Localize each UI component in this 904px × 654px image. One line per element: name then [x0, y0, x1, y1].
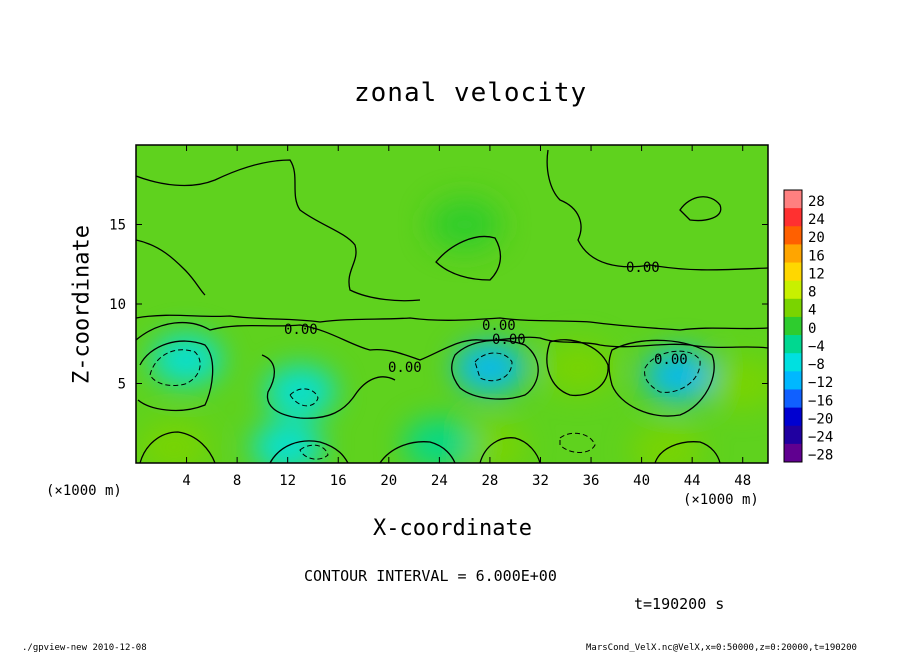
contour-labels: 0.000.000.000.000.000.00	[284, 260, 688, 376]
colorbar: 28 24 20 16 12 8 4 0 −4 −8 −12 −16 −20 −24 −28	[783, 189, 833, 464]
contour-label: 0.00	[284, 322, 318, 338]
colorbar-swatch	[784, 244, 802, 264]
colorbar-swatch	[784, 371, 802, 390]
x-tick-label: 24	[431, 473, 448, 489]
colorbar-swatch	[784, 280, 802, 300]
x-axis-label: X-coordinate	[373, 516, 532, 541]
colorbar-swatch	[784, 335, 802, 354]
y-axis: 5 10 15	[109, 218, 768, 393]
colorbar-label: −24	[808, 430, 833, 446]
colorbar-label: −4	[808, 339, 825, 355]
y-axis-label: Z-coordinate	[69, 225, 95, 384]
y-tick-label: 5	[118, 377, 126, 393]
colorbar-label: 8	[808, 285, 816, 301]
field-feature-7	[630, 424, 703, 463]
colorbar-swatch	[784, 208, 802, 227]
x-tick-label: 36	[583, 473, 600, 489]
colorbar-swatch	[784, 190, 802, 209]
x-tick-label: 4	[182, 473, 190, 489]
colorbar-swatch	[784, 316, 802, 336]
plot-background	[136, 145, 768, 463]
contour-label: 0.00	[626, 260, 660, 276]
colorbar-swatch	[784, 407, 802, 427]
x-tick-label: 48	[734, 473, 751, 489]
colorbar-label: −8	[808, 357, 825, 373]
x-tick-label: 20	[380, 473, 397, 489]
field-feature-4	[643, 349, 716, 402]
contour-interval-text: CONTOUR INTERVAL = 6.000E+00	[304, 567, 557, 585]
time-text: t=190200 s	[634, 595, 725, 613]
colorbar-label: −20	[808, 411, 833, 427]
colorbar-label: 12	[808, 266, 825, 282]
velocity-field	[137, 198, 768, 463]
colorbar-label: −12	[808, 375, 833, 391]
colorbar-swatch	[784, 389, 802, 409]
field-feature-5	[137, 421, 210, 463]
field-feature-8	[251, 421, 324, 463]
colorbar-label: 16	[808, 248, 825, 264]
colorbar-swatch	[784, 262, 802, 282]
colorbar-label: 24	[808, 212, 825, 228]
contour-label: 0.00	[482, 318, 516, 334]
x-unit-label: (×1000 m)	[683, 492, 759, 508]
colorbar-swatch	[784, 226, 802, 245]
field-feature-2	[453, 341, 526, 394]
field-feature-1	[264, 365, 337, 418]
x-tick-label: 40	[633, 473, 650, 489]
y-unit-label: (×1000 m)	[46, 483, 122, 499]
colorbar-label: −28	[808, 448, 833, 464]
colorbar-label: 20	[808, 230, 825, 246]
field-feature-11	[428, 198, 501, 251]
x-tick-label: 16	[330, 473, 347, 489]
colorbar-swatch	[784, 425, 802, 445]
footer-right: MarsCond_VelX.nc@VelX,x=0:50000,z=0:2000…	[586, 643, 857, 653]
colorbar-label: 4	[808, 303, 816, 319]
contour-label: 0.00	[654, 352, 688, 368]
field-feature-9	[403, 417, 476, 463]
field-feature-3	[542, 341, 615, 394]
colorbar-swatch	[784, 443, 802, 463]
x-tick-label: 8	[233, 473, 241, 489]
chart-title: zonal velocity	[354, 78, 588, 108]
y-tick-label: 15	[109, 218, 126, 234]
y-tick-label: 10	[109, 297, 126, 313]
contour-label: 0.00	[492, 332, 526, 348]
colorbar-label: 0	[808, 321, 816, 337]
colorbar-frame	[783, 189, 803, 463]
colorbar-swatch	[784, 298, 802, 318]
contour-label: 0.00	[388, 360, 422, 376]
colorbar-label: −16	[808, 393, 833, 409]
x-tick-label: 44	[684, 473, 701, 489]
x-tick-label: 12	[279, 473, 296, 489]
field-feature-10	[706, 357, 768, 410]
x-axis: 4 8 12 16 20 24 28 32 36 40 44 48	[182, 145, 751, 489]
footer-left: ./gpview-new 2010-12-08	[22, 643, 147, 653]
x-tick-label: 32	[532, 473, 549, 489]
colorbar-label: 28	[808, 194, 825, 210]
contour-lines	[136, 149, 768, 463]
colorbar-swatch	[784, 353, 802, 372]
field-feature-0	[150, 333, 223, 386]
x-tick-label: 28	[481, 473, 498, 489]
